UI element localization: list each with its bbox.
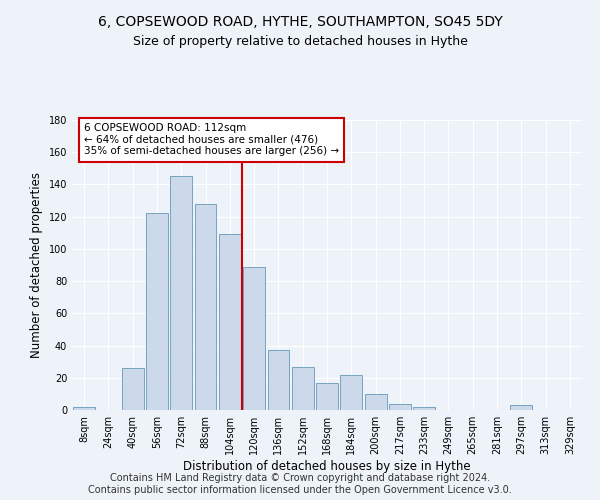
- Bar: [340, 374, 362, 410]
- Bar: [511, 405, 532, 410]
- Bar: [243, 266, 265, 410]
- Bar: [292, 366, 314, 410]
- Bar: [413, 407, 435, 410]
- Bar: [268, 350, 289, 410]
- Text: Contains HM Land Registry data © Crown copyright and database right 2024.
Contai: Contains HM Land Registry data © Crown c…: [88, 474, 512, 495]
- Bar: [365, 394, 386, 410]
- Bar: [219, 234, 241, 410]
- Bar: [194, 204, 217, 410]
- Bar: [316, 382, 338, 410]
- Bar: [73, 407, 95, 410]
- Bar: [146, 214, 168, 410]
- Y-axis label: Number of detached properties: Number of detached properties: [30, 172, 43, 358]
- Bar: [389, 404, 411, 410]
- Bar: [122, 368, 143, 410]
- Text: 6 COPSEWOOD ROAD: 112sqm
← 64% of detached houses are smaller (476)
35% of semi-: 6 COPSEWOOD ROAD: 112sqm ← 64% of detach…: [84, 123, 339, 156]
- Text: Size of property relative to detached houses in Hythe: Size of property relative to detached ho…: [133, 35, 467, 48]
- Text: 6, COPSEWOOD ROAD, HYTHE, SOUTHAMPTON, SO45 5DY: 6, COPSEWOOD ROAD, HYTHE, SOUTHAMPTON, S…: [98, 15, 502, 29]
- X-axis label: Distribution of detached houses by size in Hythe: Distribution of detached houses by size …: [183, 460, 471, 473]
- Bar: [170, 176, 192, 410]
